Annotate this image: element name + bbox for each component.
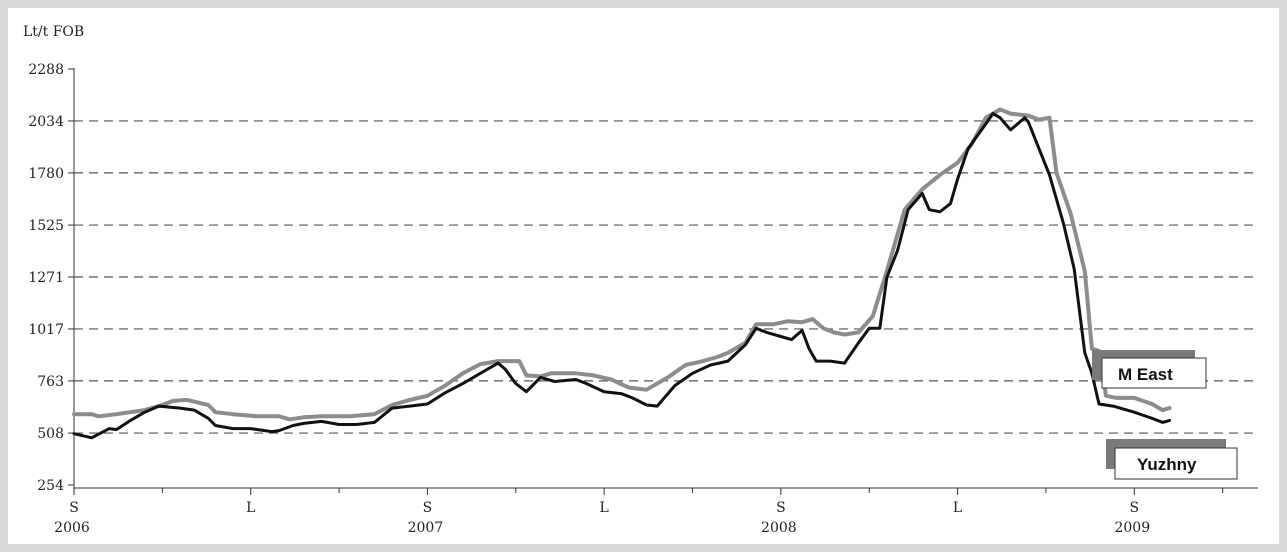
x-year-label-2007: 2007 [408,520,444,536]
gridlines [74,120,1258,434]
x-tick-label-6: S [1130,500,1140,516]
x-tick-label-5: L [953,500,962,516]
legend-m-east-box [1101,357,1207,389]
y-tick-label-763: 763 [37,374,64,390]
y-axis-ticks: 254 508 763 1017 1271 1525 1780 2034 2288 [28,62,74,494]
legend-yuzhny-label: Yuzhny [1137,455,1197,474]
series-group [72,107,1172,440]
y-tick-label-1271: 1271 [28,270,64,286]
x-year-label-2009: 2009 [1114,520,1150,536]
y-tick-label-2034: 2034 [28,114,64,130]
series-line-yuzhny [72,112,1172,440]
y-tick-label-254: 254 [37,478,64,494]
legend-yuzhny: Yuzhny [1106,439,1238,480]
legend-m-east: M East [1092,350,1207,389]
chart-frame: Lt/t FOB 254 508 763 1017 1271 1525 1780 2034 22… [8,8,1279,544]
x-tick-label-3: L [600,500,609,516]
x-tick-label-1: L [246,500,255,516]
series-line-m-east [72,107,1172,422]
price-line-chart: Lt/t FOB 254 508 763 1017 1271 1525 1780 2034 22… [23,24,1258,536]
legend-m-east-label: M East [1118,365,1173,384]
y-tick-label-1780: 1780 [28,166,64,182]
x-tick-label-2: S [423,500,433,516]
x-year-label-2008: 2008 [761,520,797,536]
x-tick-label-0: S [69,500,79,516]
x-tick-label-4: S [776,500,786,516]
y-tick-label-508: 508 [37,426,64,442]
legend-yuzhny-box [1114,447,1238,480]
x-axis-ticks: S 2006 L S 2007 L S 2008 L S 2009 [54,488,1224,536]
y-tick-label-2288: 2288 [28,62,64,78]
x-year-label-2006: 2006 [54,520,90,536]
y-tick-label-1525: 1525 [28,218,64,234]
y-tick-label-1017: 1017 [28,322,64,338]
unit-label: Lt/t FOB [23,24,84,40]
